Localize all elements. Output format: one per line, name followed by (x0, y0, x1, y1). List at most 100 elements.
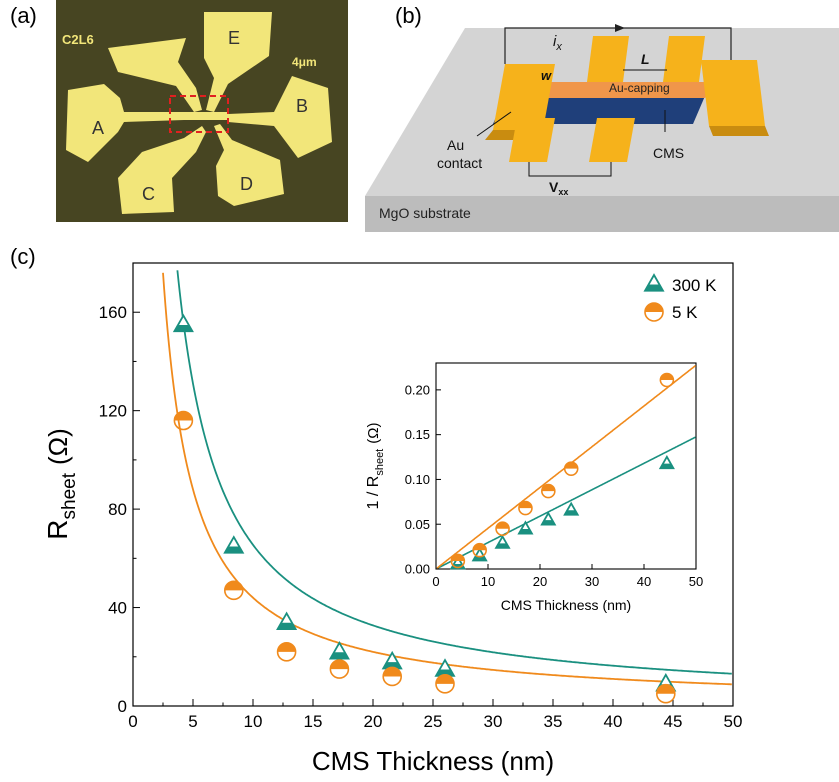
inset-point-s1 (541, 483, 556, 499)
top-pad-left (587, 36, 629, 82)
inset-y-tick-label: 0.05 (405, 517, 430, 532)
main-point-s1 (173, 410, 194, 431)
main-point-s0-fill (330, 652, 349, 659)
main-y-axis-label: Rsheet(Ω) (42, 428, 80, 539)
main-x-tick-label: 10 (244, 712, 263, 731)
main-x-tick-label: 30 (484, 712, 503, 731)
inset-point-s0 (449, 555, 466, 570)
inset-point-s0 (494, 534, 511, 549)
inset-x-tick-label: 30 (585, 574, 599, 589)
inset-fit-line-0 (436, 436, 696, 570)
inset-point-s1-fill (518, 501, 532, 509)
contact-label-c: C (142, 184, 155, 204)
substrate-front (365, 196, 839, 232)
inset-point-s0 (658, 454, 675, 470)
inset-point-s0 (563, 501, 580, 516)
main-point-s0 (276, 611, 298, 630)
main-y-tick-label: 40 (108, 599, 127, 618)
contact-pad-c (118, 126, 206, 214)
inset-x-tick-label: 40 (637, 574, 651, 589)
main-x-tick-label: 5 (188, 712, 197, 731)
inset-plot-frame (435, 362, 697, 570)
panel-label-b: (b) (395, 3, 422, 28)
inset-x-axis-label: CMS Thickness (nm) (501, 597, 631, 613)
contact-pad-d (214, 124, 284, 206)
contact-label-line2: contact (437, 155, 482, 171)
main-x-tick-label: 20 (364, 712, 383, 731)
legend-label-5k: 5 K (672, 303, 698, 322)
inset-point-s1 (450, 553, 466, 569)
main-point-s1-fill (224, 581, 243, 591)
inset-y-tick-label: 0.00 (405, 562, 430, 577)
inset-point-s1 (563, 461, 579, 476)
main-x-tick-label: 40 (604, 712, 623, 731)
right-contact-side (709, 126, 769, 136)
inset-y-axis-label: 1 / Rsheet(Ω) (365, 423, 386, 510)
main-point-s0-fill (277, 622, 296, 630)
inset-point-s1-fill (473, 543, 487, 551)
main-x-tick-label: 45 (664, 712, 683, 731)
inset-point-s1-fill (660, 373, 674, 381)
inset-y-tick-label: 0.15 (405, 427, 430, 442)
inset-point-s1 (495, 521, 510, 536)
main-point-s1-fill (174, 411, 193, 421)
contact-label-d: D (240, 174, 253, 194)
current-arrow-icon (615, 24, 625, 32)
device-id-label: C2L6 (62, 32, 94, 47)
contact-label-b: B (296, 96, 308, 116)
contact-label-e: E (228, 28, 240, 48)
inset-point-s0 (471, 547, 488, 562)
hall-bar (184, 112, 228, 120)
legend-marker-300k (643, 273, 665, 292)
schematic-panel: ix L w Au-capping Au contact CMS Vxx MgO… (365, 0, 839, 232)
inset-point-s1-fill (496, 522, 510, 529)
main-y-tick-label: 0 (118, 697, 127, 716)
main-point-s1-fill (436, 674, 454, 684)
main-point-s1 (276, 642, 297, 662)
inset-point-s0 (517, 520, 534, 535)
micrograph-panel: C2L6 4μm A B C D E (56, 0, 348, 222)
main-point-s1 (435, 674, 455, 694)
inset-point-s0-fill (518, 529, 532, 534)
inset-point-s1 (472, 542, 487, 558)
bottom-pad-left (509, 118, 555, 162)
voltage-path (528, 162, 612, 177)
main-point-s1-fill (330, 660, 349, 670)
main-x-tick-label: 25 (424, 712, 443, 731)
inset-point-s0 (540, 511, 557, 526)
device-schematic: ix L w Au-capping Au contact CMS Vxx MgO… (365, 24, 839, 232)
inset-point-s0-fill (541, 520, 555, 525)
au-capping-layer (505, 82, 715, 98)
substrate-label: MgO substrate (379, 205, 471, 221)
main-point-s0-fill (436, 669, 454, 676)
contact-label-line1: Au (447, 137, 464, 153)
main-point-s0-fill (383, 662, 402, 669)
legend-marker-5k (644, 302, 664, 322)
inset-point-s0-fill (496, 543, 510, 548)
main-point-s1-fill (277, 642, 296, 652)
inset-x-tick-label: 10 (481, 574, 495, 589)
inset-point-s1 (518, 500, 533, 516)
inset-y-tick-label: 0.10 (405, 472, 430, 487)
voltage-label: Vxx (549, 179, 568, 197)
main-point-s0 (655, 673, 677, 692)
main-y-tick-label: 120 (99, 402, 127, 421)
legend: 300 K 5 K (643, 273, 717, 322)
inset-point-s0-fill (564, 510, 578, 515)
contact-pad-b (228, 76, 332, 158)
cms-label: CMS (653, 145, 684, 161)
highlight-box (169, 95, 229, 133)
contact-pad-e (204, 12, 272, 112)
main-point-s0 (328, 641, 350, 660)
main-point-s0 (381, 650, 403, 670)
inset-point-s0-fill (451, 563, 465, 569)
main-x-axis-label: CMS Thickness (nm) (312, 746, 554, 776)
main-plot-frame (132, 262, 734, 707)
main-point-s1-fill (656, 684, 675, 694)
main-point-s0-fill (174, 324, 193, 332)
main-x-tick-label: 15 (304, 712, 323, 731)
length-label: L (641, 51, 650, 67)
main-point-s1 (329, 659, 350, 679)
micrograph-image: C2L6 4μm A B C D E (62, 12, 332, 214)
legend-marker-300k-fill (645, 284, 663, 291)
